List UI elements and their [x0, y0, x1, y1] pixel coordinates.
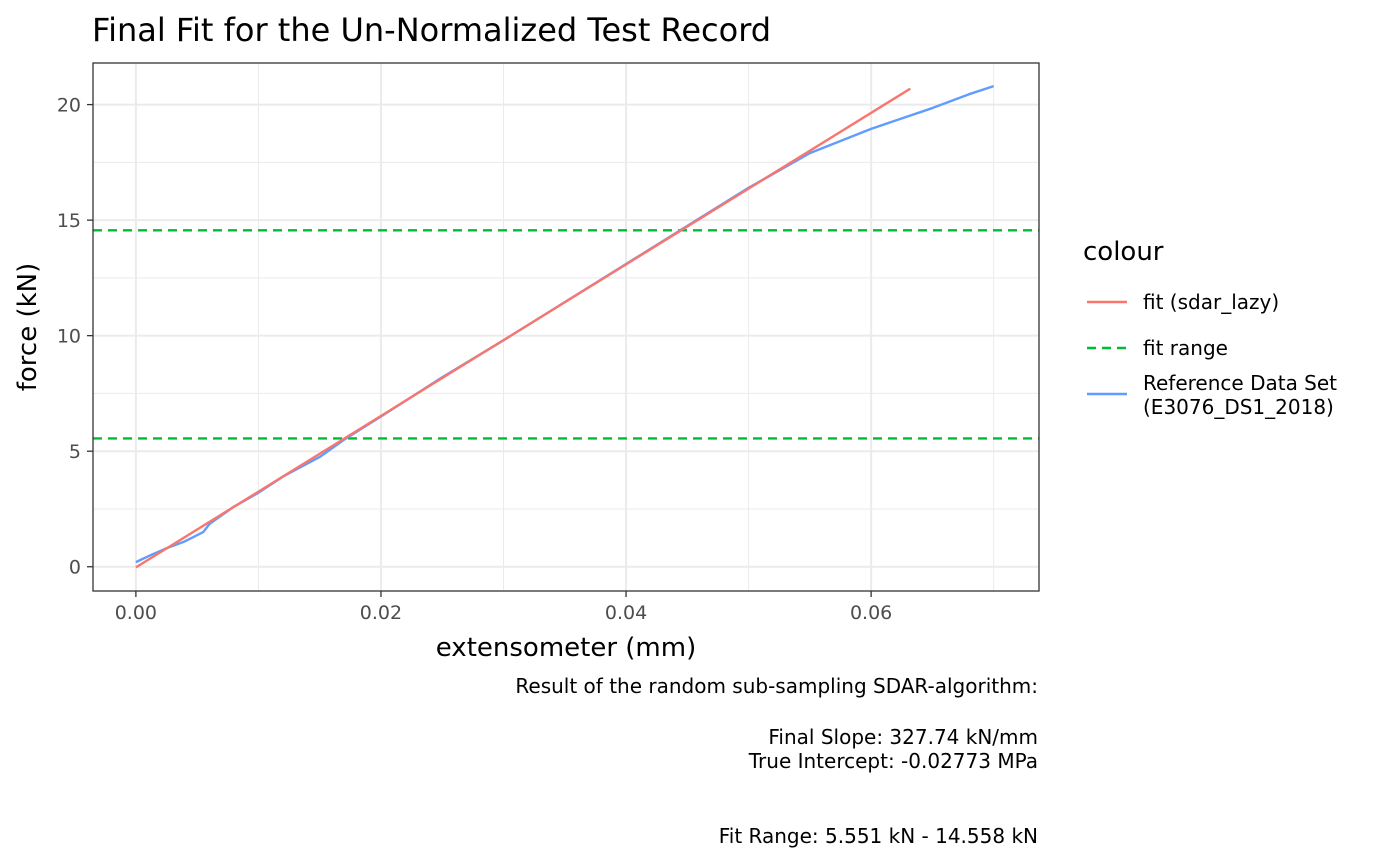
grid-minor [93, 63, 1039, 591]
x-tick-label: 0.04 [605, 602, 647, 624]
legend-item-fit-range: fit range [1087, 336, 1228, 360]
x-tick-label: 0.02 [360, 602, 402, 624]
y-tick-label: 5 [69, 441, 81, 463]
legend-label-reference-line2: (E3076_DS1_2018) [1143, 395, 1334, 419]
legend-label-reference: Reference Data Set [1143, 371, 1337, 395]
plot-panel [92, 62, 1040, 592]
fit-line [135, 87, 911, 569]
legend: colour fit (sdar_lazy) fit range Referen… [1083, 237, 1337, 419]
y-tick-label: 20 [57, 95, 81, 117]
legend-title: colour [1083, 237, 1164, 267]
caption-line-2: Final Slope: 327.74 kN/mm [768, 725, 1038, 749]
series-lines [135, 84, 995, 569]
y-axis-ticks: 0 5 10 15 20 [57, 95, 93, 579]
fit-range-lines [93, 229, 1039, 440]
caption-line-1: Result of the random sub-sampling SDAR-a… [515, 674, 1038, 698]
legend-item-fit: fit (sdar_lazy) [1087, 290, 1279, 314]
caption: Result of the random sub-sampling SDAR-a… [515, 674, 1038, 848]
chart-title: Final Fit for the Un-Normalized Test Rec… [92, 11, 771, 49]
x-tick-label: 0.00 [115, 602, 157, 624]
caption-line-4: Fit Range: 5.551 kN - 14.558 kN [719, 824, 1038, 848]
legend-item-reference: Reference Data Set (E3076_DS1_2018) [1087, 371, 1337, 419]
y-axis-title: force (kN) [13, 263, 43, 392]
plot-border [92, 62, 1040, 592]
x-axis-title: extensometer (mm) [436, 633, 696, 663]
y-tick-label: 0 [69, 557, 81, 579]
y-tick-label: 15 [57, 210, 81, 232]
plot-background [93, 63, 1039, 591]
caption-line-3: True Intercept: -0.02773 MPa [748, 749, 1038, 773]
legend-label-fit: fit (sdar_lazy) [1143, 290, 1279, 314]
legend-label-fit-range: fit range [1143, 336, 1228, 360]
grid-major [93, 63, 1039, 591]
y-tick-label: 10 [57, 326, 81, 348]
x-tick-label: 0.06 [850, 602, 892, 624]
x-axis-ticks: 0.00 0.02 0.04 0.06 [115, 591, 892, 624]
